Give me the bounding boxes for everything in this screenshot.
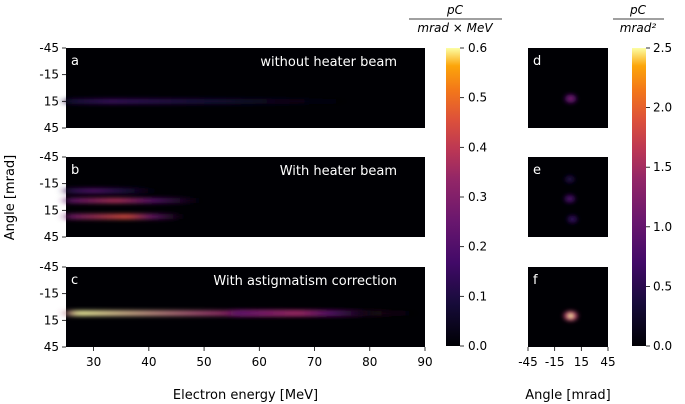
panel-title-b: With heater beam <box>280 164 397 179</box>
colorbar-unit-numerator: pC <box>446 3 464 17</box>
panel-letter-a: a <box>71 54 79 69</box>
y-tick-label: 15 <box>44 94 59 108</box>
colorbar-tick-label: 1.0 <box>653 220 672 234</box>
colorbar-tick-label: 0.0 <box>468 339 487 353</box>
beam-trace-c-2 <box>231 310 370 316</box>
spot-e-2 <box>566 196 573 201</box>
x-axis-label: Electron energy [MeV] <box>173 388 318 403</box>
y-tick-label: -15 <box>39 68 59 82</box>
y-tick-label: -45 <box>39 150 59 164</box>
y-axis-label: Angle [mrad] <box>3 155 18 241</box>
panel-letter-e: e <box>533 163 541 178</box>
colorbar-tick-label: 0.3 <box>468 190 487 204</box>
x-tick-label: -15 <box>545 355 565 369</box>
beam-trace-a-1 <box>66 98 343 104</box>
y-tick-label: -45 <box>39 260 59 274</box>
y-tick-label: 45 <box>44 121 59 135</box>
colorbar-energy <box>446 48 460 346</box>
spectrum-panel-c <box>66 267 425 347</box>
x-tick-label: 45 <box>600 355 615 369</box>
panel-title-c: With astigmatism correction <box>213 274 397 289</box>
spot-e-1 <box>566 177 573 182</box>
y-tick-label: -15 <box>39 177 59 191</box>
panel-letter-f: f <box>533 273 538 288</box>
x-tick-label: 70 <box>307 355 322 369</box>
x-tick-label: 40 <box>141 355 156 369</box>
colorbar-tick-label: 1.5 <box>653 160 672 174</box>
colorbar-tick-label: 2.5 <box>653 41 672 55</box>
x-tick-label: 60 <box>252 355 267 369</box>
beam-trace-b-1 <box>66 188 155 194</box>
colorbar-unit-denominator: mrad × MeV <box>417 21 493 35</box>
colorbar-tick-label: 0.1 <box>468 289 487 303</box>
x-tick-label: 15 <box>574 355 589 369</box>
spectrum-panel-b <box>66 157 425 237</box>
colorbar-angle <box>632 48 646 346</box>
x-tick-label: 90 <box>417 355 432 369</box>
y-tick-label: 15 <box>44 313 59 327</box>
panel-title-a: without heater beam <box>260 55 397 70</box>
panel-letter-d: d <box>533 54 541 69</box>
spot-e-3 <box>569 217 576 222</box>
beam-trace-b-2 <box>66 197 199 204</box>
spot-d-1 <box>567 96 574 101</box>
y-tick-label: 15 <box>44 203 59 217</box>
colorbar-tick-label: 0.2 <box>468 240 487 254</box>
spot-f-1 <box>566 313 575 319</box>
spot-panel-f <box>528 267 608 347</box>
colorbar-tick-label: 0.6 <box>468 41 487 55</box>
panel-letter-b: b <box>71 163 79 178</box>
colorbar-unit-numerator: pC <box>629 3 647 17</box>
colorbar-tick-label: 0.5 <box>468 91 487 105</box>
x-tick-label: 80 <box>362 355 377 369</box>
y-tick-label: 45 <box>44 340 59 354</box>
colorbar-tick-label: 0.5 <box>653 279 672 293</box>
colorbar-tick-label: 2.0 <box>653 101 672 115</box>
spectrum-panel-a <box>66 48 425 128</box>
panel-letter-c: c <box>71 273 78 288</box>
y-tick-label: 45 <box>44 230 59 244</box>
colorbar-tick-label: 0.4 <box>468 140 487 154</box>
colorbar-tick-label: 0.0 <box>653 339 672 353</box>
colorbar-unit-denominator: mrad² <box>620 21 657 35</box>
beam-trace-b-3 <box>66 213 182 220</box>
y-tick-label: -15 <box>39 287 59 301</box>
x-axis-label-angle: Angle [mrad] <box>525 388 611 403</box>
x-tick-label: 30 <box>86 355 101 369</box>
x-tick-label: 50 <box>196 355 211 369</box>
x-tick-label: -45 <box>518 355 538 369</box>
y-tick-label: -45 <box>39 41 59 55</box>
spot-panel-d <box>528 48 608 128</box>
